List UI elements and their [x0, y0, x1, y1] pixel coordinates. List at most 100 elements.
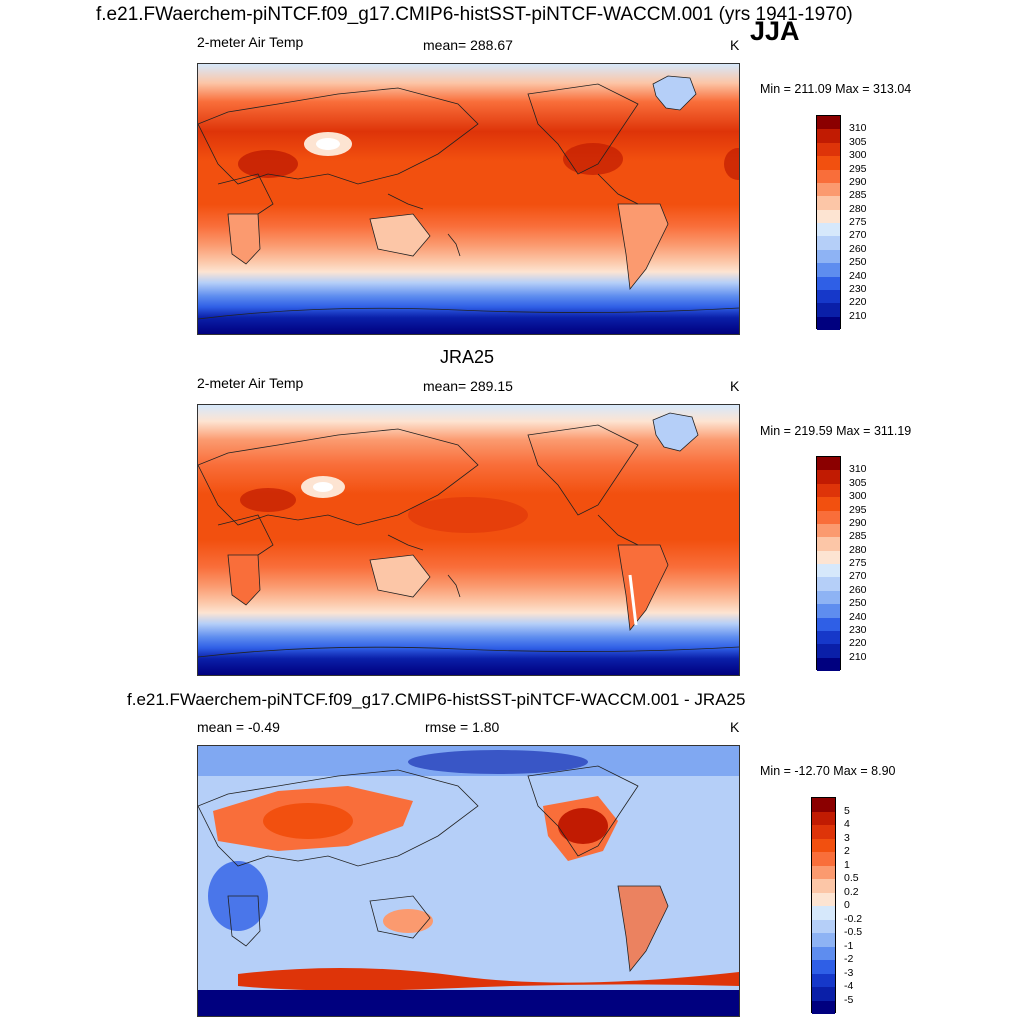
panel2-variable-label: 2-meter Air Temp	[197, 375, 304, 391]
colorbar-tick-label: 2	[844, 845, 850, 857]
colorbar-tick-label: 1	[844, 858, 850, 871]
colorbar-tick-label: -0.5	[844, 926, 863, 938]
panel1-mean-label: mean= 288.67	[423, 37, 513, 53]
colorbar-swatch	[817, 169, 840, 183]
colorbar-tick-label: 0	[844, 899, 850, 911]
colorbar-swatch	[812, 879, 835, 893]
colorbar-swatch	[812, 892, 835, 906]
colorbar-swatch	[812, 825, 835, 839]
figure-title: f.e21.FWaerchem-piNTCF.f09_g17.CMIP6-his…	[96, 4, 853, 25]
colorbar-swatch	[817, 564, 840, 578]
colorbar-tick-label: 250	[849, 597, 867, 610]
panel2-title: JRA25	[440, 347, 495, 367]
colorbar-swatch	[812, 798, 835, 812]
colorbar-swatch	[812, 811, 835, 825]
colorbar-swatch	[817, 604, 840, 618]
colorbar-tick-label: 260	[849, 583, 867, 596]
colorbar-tick-label: -2	[844, 953, 854, 965]
colorbar-swatch	[817, 630, 840, 645]
colorbar-tick-label: 210	[849, 309, 867, 322]
colorbar-tick-label: -4	[844, 980, 854, 992]
colorbar-tick-label: 275	[849, 216, 867, 228]
colorbar-tick-label: 250	[849, 256, 867, 269]
colorbar-tick-label: 295	[849, 503, 867, 516]
colorbar-swatch	[817, 483, 840, 498]
panel2-mean-label: mean= 289.15	[423, 378, 513, 394]
panel2-temperature-field	[198, 405, 739, 675]
colorbar-tick-label: 285	[849, 189, 867, 202]
colorbar-tick-label: 310	[849, 122, 867, 135]
panel2-colorbar-boxes	[816, 456, 841, 671]
colorbar-swatch	[812, 865, 835, 879]
colorbar-swatch	[817, 209, 840, 223]
colorbar-tick-label: 260	[849, 242, 867, 255]
panel1-temperature-field	[198, 64, 739, 334]
panel1-variable-label: 2-meter Air Temp	[197, 34, 304, 50]
colorbar-tick-label: 230	[849, 282, 867, 295]
colorbar-swatch	[817, 289, 840, 304]
colorbar-tick-label: 280	[849, 202, 867, 215]
colorbar-swatch	[817, 550, 840, 564]
colorbar-tick-label: 0.5	[844, 872, 859, 884]
colorbar-tick-label: 220	[849, 637, 867, 650]
colorbar-tick-label: -1	[844, 939, 854, 952]
colorbar-tick-label: 270	[849, 570, 867, 583]
colorbar-tick-label: -3	[844, 966, 854, 979]
colorbar-swatch	[817, 590, 840, 605]
colorbar-swatch	[812, 973, 835, 987]
panel1-colorbar-boxes	[816, 115, 841, 330]
season-label: JJA	[750, 16, 800, 46]
colorbar-swatch	[812, 987, 835, 1001]
colorbar-swatch	[812, 960, 835, 974]
colorbar-swatch	[817, 577, 840, 591]
colorbar-swatch	[817, 316, 840, 330]
colorbar-swatch	[817, 263, 840, 277]
colorbar-swatch	[817, 644, 840, 658]
colorbar-tick-label: 3	[844, 831, 850, 844]
colorbar-swatch	[817, 196, 840, 210]
colorbar-swatch	[817, 182, 840, 197]
panel3-rmse-label: rmse = 1.80	[425, 719, 500, 735]
colorbar-tick-label: 310	[849, 463, 867, 476]
colorbar-swatch	[817, 129, 840, 143]
colorbar-tick-label: 295	[849, 162, 867, 175]
panel2-minmax: Min = 219.59 Max = 311.19	[760, 424, 912, 438]
colorbar-tick-label: 0.2	[844, 885, 859, 898]
colorbar-swatch	[817, 142, 840, 157]
colorbar-tick-label: 270	[849, 229, 867, 242]
colorbar-swatch	[817, 236, 840, 250]
colorbar-tick-label: 290	[849, 516, 867, 529]
colorbar-tick-label: 230	[849, 623, 867, 636]
colorbar-tick-label: 300	[849, 490, 867, 503]
panel3-minmax: Min = -12.70 Max = 8.90	[760, 764, 896, 778]
colorbar-tick-label: 305	[849, 476, 867, 489]
colorbar-swatch	[817, 116, 840, 130]
colorbar-swatch	[812, 933, 835, 947]
colorbar-swatch	[817, 156, 840, 170]
panel3-title: f.e21.FWaerchem-piNTCF.f09_g17.CMIP6-his…	[127, 690, 746, 709]
colorbar-tick-label: 220	[849, 296, 867, 309]
colorbar-swatch	[817, 497, 840, 511]
colorbar-tick-label: 4	[844, 818, 850, 830]
colorbar-tick-label: 240	[849, 610, 867, 623]
colorbar-swatch	[812, 838, 835, 852]
panel3-mean-label: mean = -0.49	[197, 719, 280, 735]
colorbar-tick-label: 285	[849, 530, 867, 543]
colorbar-swatch	[812, 919, 835, 933]
colorbar-swatch	[817, 223, 840, 237]
colorbar-tick-label: 210	[849, 650, 867, 663]
colorbar-swatch	[817, 457, 840, 471]
colorbar-tick-label: 290	[849, 175, 867, 188]
colorbar-tick-label: 275	[849, 557, 867, 569]
colorbar-swatch	[812, 906, 835, 920]
panel2-map	[197, 404, 740, 676]
colorbar-tick-label: 5	[844, 804, 850, 817]
colorbar-swatch	[817, 657, 840, 671]
colorbar-tick-label: 300	[849, 149, 867, 162]
colorbar-swatch	[817, 537, 840, 551]
colorbar-swatch	[812, 946, 835, 960]
colorbar-swatch	[817, 523, 840, 538]
colorbar-tick-label: 305	[849, 135, 867, 148]
colorbar-swatch	[817, 303, 840, 317]
panel3-units-label: K	[730, 719, 740, 735]
